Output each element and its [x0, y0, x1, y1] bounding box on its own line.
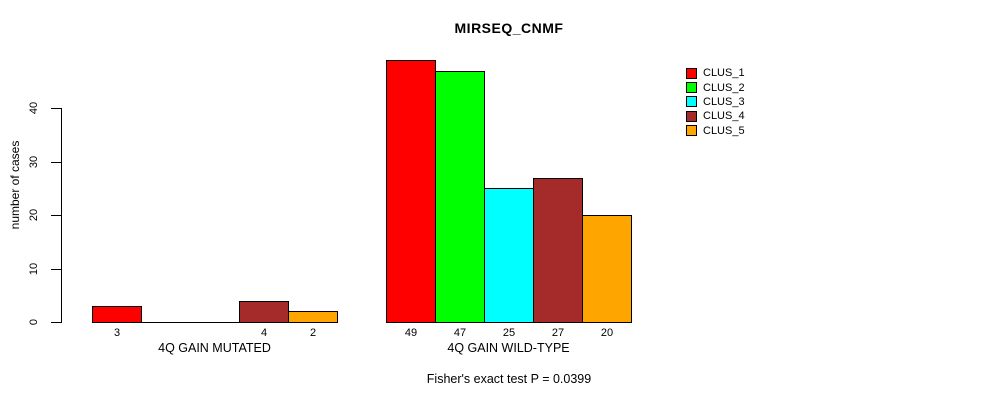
legend: CLUS_1 CLUS_2 CLUS_3 CLUS_4 CLUS_5: [686, 66, 745, 138]
legend-swatch-clus_2: [686, 82, 697, 94]
legend-swatch-clus_3: [686, 96, 697, 108]
legend-label-clus_3: CLUS_3: [703, 95, 745, 108]
legend-label-clus_4: CLUS_4: [703, 110, 745, 123]
y-axis-label: number of cases: [8, 140, 22, 230]
legend-item-clus_1: CLUS_1: [686, 66, 745, 80]
bar-clus_5-mutated: [288, 311, 338, 323]
legend-label-clus_1: CLUS_1: [703, 67, 745, 80]
bar-value-label: 27: [551, 327, 565, 339]
group-label-wild-type: 4Q GAIN WILD-TYPE: [447, 341, 570, 355]
legend-item-clus_4: CLUS_4: [686, 109, 745, 123]
y-axis-tick: [51, 108, 61, 109]
bar-value-label: 20: [600, 327, 614, 339]
y-axis-tick-label: 40: [28, 101, 40, 115]
bar-clus_4-wild-type: [533, 178, 583, 323]
bar-clus_2-wild-type: [435, 71, 485, 323]
y-axis-line: [61, 108, 62, 323]
group-label-mutated: 4Q GAIN MUTATED: [158, 341, 271, 355]
bar-clus_1-wild-type: [386, 60, 436, 323]
chart-title: MIRSEQ_CNMF: [454, 20, 564, 36]
bar-value-label: 4: [260, 327, 268, 339]
bar-value-label: 49: [404, 327, 418, 339]
y-axis-tick-label: 10: [28, 262, 40, 276]
y-axis-tick: [51, 162, 61, 163]
bar-clus_2-mutated-zero: [141, 322, 191, 323]
bar-clus_5-wild-type: [582, 215, 632, 323]
bar-value-label: 2: [309, 327, 317, 339]
bar-clus_4-mutated: [239, 301, 289, 323]
y-axis-tick: [51, 269, 61, 270]
y-axis-tick-label: 0: [28, 318, 40, 326]
y-axis-tick: [51, 215, 61, 216]
legend-swatch-clus_4: [686, 110, 697, 122]
legend-item-clus_3: CLUS_3: [686, 95, 745, 109]
y-axis-tick-label: 30: [28, 155, 40, 169]
bar-value-label: 47: [453, 327, 467, 339]
legend-item-clus_5: CLUS_5: [686, 124, 745, 138]
legend-label-clus_5: CLUS_5: [703, 124, 745, 137]
bar-clus_3-mutated-zero: [190, 322, 240, 323]
annotation-fisher-test: Fisher's exact test P = 0.0399: [426, 372, 592, 386]
y-axis-tick-label: 20: [28, 208, 40, 222]
bar-clus_3-wild-type: [484, 188, 534, 323]
bar-clus_1-mutated: [92, 306, 142, 323]
bar-value-label: 3: [113, 327, 121, 339]
bar-value-label: 25: [502, 327, 516, 339]
legend-swatch-clus_5: [686, 125, 697, 137]
y-axis-tick: [51, 322, 61, 323]
legend-item-clus_2: CLUS_2: [686, 80, 745, 94]
legend-swatch-clus_1: [686, 67, 697, 79]
legend-label-clus_2: CLUS_2: [703, 81, 745, 94]
